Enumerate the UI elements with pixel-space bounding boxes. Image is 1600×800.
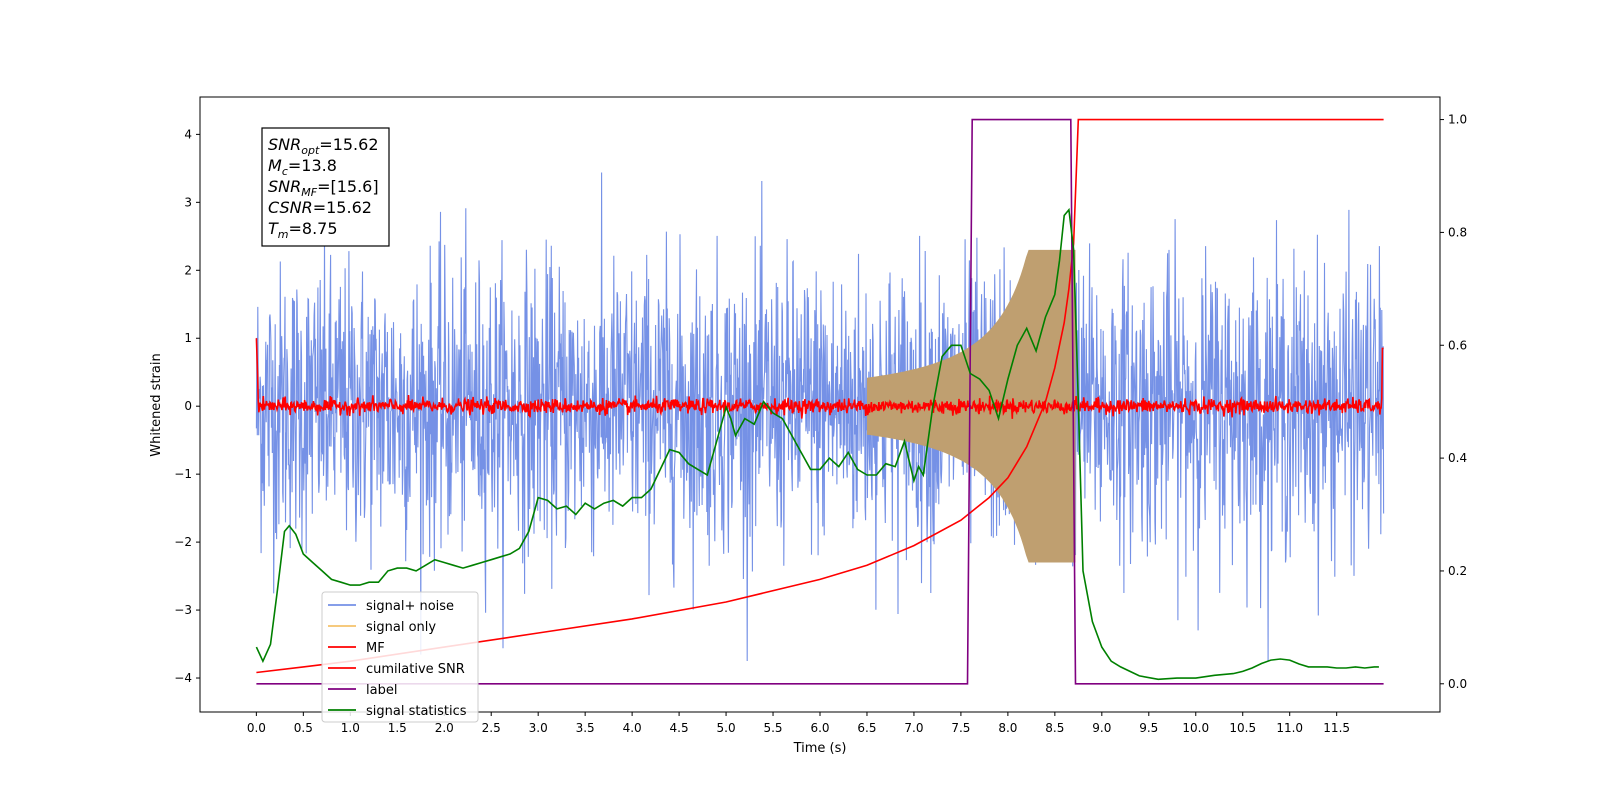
annotation-line: SNRopt=15.62: [268, 135, 379, 157]
y-right-tick-label: 0.0: [1448, 677, 1467, 691]
x-tick-label: 8.5: [1045, 721, 1064, 735]
x-tick-label: 8.0: [998, 721, 1017, 735]
x-tick-label: 1.0: [341, 721, 360, 735]
x-tick-label: 2.0: [435, 721, 454, 735]
x-tick-label: 9.5: [1139, 721, 1158, 735]
y-left-tick-label: 4: [184, 127, 192, 141]
y-left-tick-label: −3: [174, 603, 192, 617]
y-right-tick-label: 0.2: [1448, 564, 1467, 578]
x-tick-label: 6.5: [857, 721, 876, 735]
x-axis-label: Time (s): [793, 741, 847, 756]
series-label: [256, 118, 1384, 685]
y-left-tick-label: 2: [184, 263, 192, 277]
x-tick-label: 7.0: [904, 721, 923, 735]
x-tick-label: 9.0: [1092, 721, 1111, 735]
legend-frame: [321, 591, 479, 723]
legend-label: MF: [366, 641, 385, 656]
y-left-tick-label: 3: [184, 195, 192, 209]
x-tick-label: 7.5: [951, 721, 970, 735]
legend-label: cumilative SNR: [366, 662, 465, 677]
series-signal-noise: [255, 172, 1385, 662]
x-tick-label: 11.0: [1276, 721, 1303, 735]
y-left-tick-label: −1: [174, 467, 192, 481]
annotation-box: SNRopt=15.62Mc=13.8SNRMF=[15.6]CSNR=15.6…: [261, 127, 390, 247]
annotation-line: CSNR=15.62: [268, 198, 372, 217]
x-tick-label: 11.5: [1323, 721, 1350, 735]
x-tick-label: 6.0: [810, 721, 829, 735]
legend: signal+ noise signal only MF cumilative SNR…: [321, 591, 479, 723]
x-tick-label: 4.5: [670, 721, 689, 735]
y-left-tick-label: −4: [174, 671, 192, 685]
annotation-line: Tm=8.75: [268, 219, 338, 241]
y-right-tick-label: 1.0: [1448, 113, 1467, 127]
annotation-line: Mc=13.8: [268, 156, 337, 178]
y-axis-label: Whitened strain: [149, 353, 164, 456]
axes: 0.0 0.5 1.0 1.5 2.0 2.5 3.0 3.5 4.0 4.5 5.0 5.5 6.0 6…: [174, 113, 1467, 735]
annotation-frame: [261, 127, 390, 247]
x-tick-label: 3.0: [529, 721, 548, 735]
legend-label: signal only: [366, 620, 436, 635]
y-left-tick-label: 1: [184, 331, 192, 345]
y-left-tick-label: −2: [174, 535, 192, 549]
series-signal-statistics: [255, 207, 1379, 681]
legend-label: signal+ noise: [366, 599, 454, 614]
x-tick-label: 10.0: [1182, 721, 1209, 735]
x-tick-label: 4.0: [623, 721, 642, 735]
legend-label: label: [366, 683, 397, 698]
x-tick-label: 0.5: [294, 721, 313, 735]
series-mf: [255, 338, 1384, 419]
x-tick-label: 1.5: [388, 721, 407, 735]
x-tick-label: 0.0: [247, 721, 266, 735]
x-tick-label: 5.5: [763, 721, 782, 735]
y-right-tick-label: 0.8: [1448, 225, 1467, 239]
legend-label: signal statistics: [366, 704, 467, 719]
x-tick-label: 10.5: [1229, 721, 1256, 735]
y-right-tick-label: 0.6: [1448, 338, 1467, 352]
y-right-tick-label: 0.4: [1448, 451, 1467, 465]
y-left-tick-label: 0: [184, 399, 192, 413]
annotation-line: SNRMF=[15.6]: [268, 177, 379, 199]
x-tick-label: 3.5: [576, 721, 595, 735]
x-tick-label: 2.5: [482, 721, 501, 735]
x-tick-label: 5.0: [717, 721, 736, 735]
